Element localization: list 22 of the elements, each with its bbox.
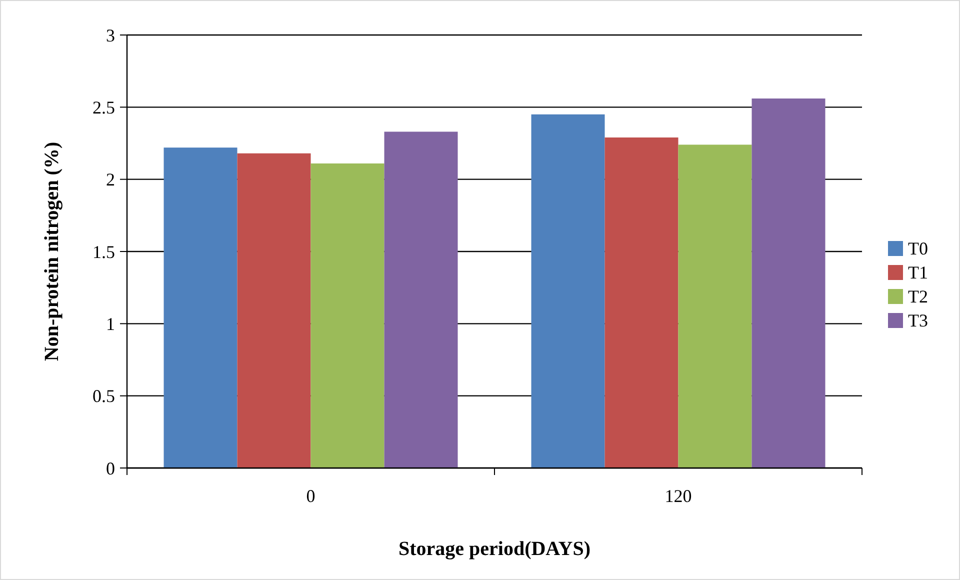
y-tick-label: 3 <box>106 25 115 46</box>
legend-label: T1 <box>908 262 928 282</box>
y-tick-label: 0 <box>106 458 115 478</box>
bar <box>164 148 238 468</box>
y-tick-label: 2 <box>106 170 115 190</box>
legend-label: T2 <box>908 286 928 306</box>
bar <box>384 132 458 468</box>
legend-label: T3 <box>908 310 928 330</box>
y-tick-label: 1 <box>106 314 115 334</box>
bar <box>604 137 678 468</box>
x-axis-title: Storage period(DAYS) <box>398 538 591 560</box>
y-axis-title: Non-protein nitrogen (%) <box>41 142 63 362</box>
y-tick-label: 2.5 <box>92 97 115 118</box>
bar <box>678 144 752 468</box>
bar <box>310 163 384 468</box>
bar <box>237 153 311 468</box>
y-tick-label: 0.5 <box>92 386 115 406</box>
x-tick-label: 120 <box>664 486 692 506</box>
y-tick-label: 1.5 <box>92 242 115 262</box>
bar <box>752 98 826 468</box>
bar <box>531 114 605 468</box>
legend-label: T0 <box>908 238 928 258</box>
